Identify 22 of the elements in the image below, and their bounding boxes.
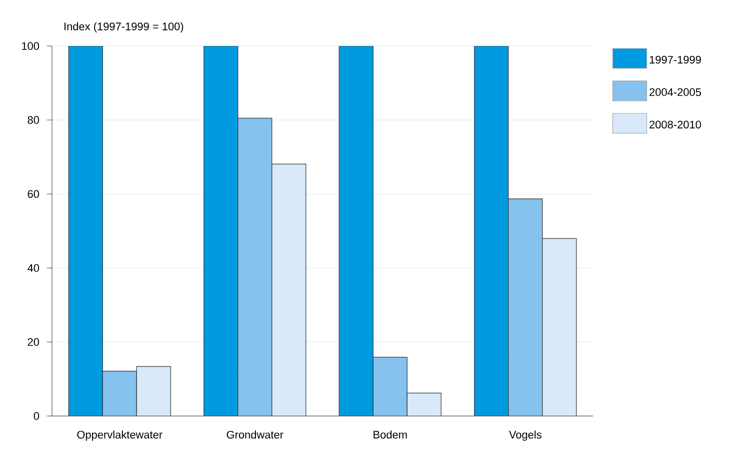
x-tick-label: Oppervlaktewater [77, 430, 162, 441]
bar [136, 366, 171, 416]
bar [406, 392, 442, 416]
legend-label: 2008-2010 [650, 120, 701, 128]
y-tick-label: 0 [34, 412, 40, 420]
y-tick-label: 40 [28, 264, 40, 272]
legend-label: 2004-2005 [650, 88, 701, 96]
bar [238, 118, 272, 416]
x-tick-label: Bodem [374, 430, 407, 439]
y-axis-title: Index (1997-1999 = 100) [64, 22, 184, 32]
bar [102, 370, 137, 416]
bar [272, 164, 306, 416]
x-tick-label: Vogels [508, 430, 542, 441]
legend-label: 1997-1999 [650, 56, 701, 64]
y-tick-label: 80 [28, 116, 40, 124]
bar [372, 356, 408, 416]
y-tick-label: 60 [28, 190, 40, 198]
y-tick-label: 20 [28, 338, 40, 346]
y-tick-label: 100 [22, 42, 40, 50]
bar [508, 198, 543, 416]
x-tick-label: Grondwater [226, 430, 284, 439]
bar [542, 238, 577, 416]
